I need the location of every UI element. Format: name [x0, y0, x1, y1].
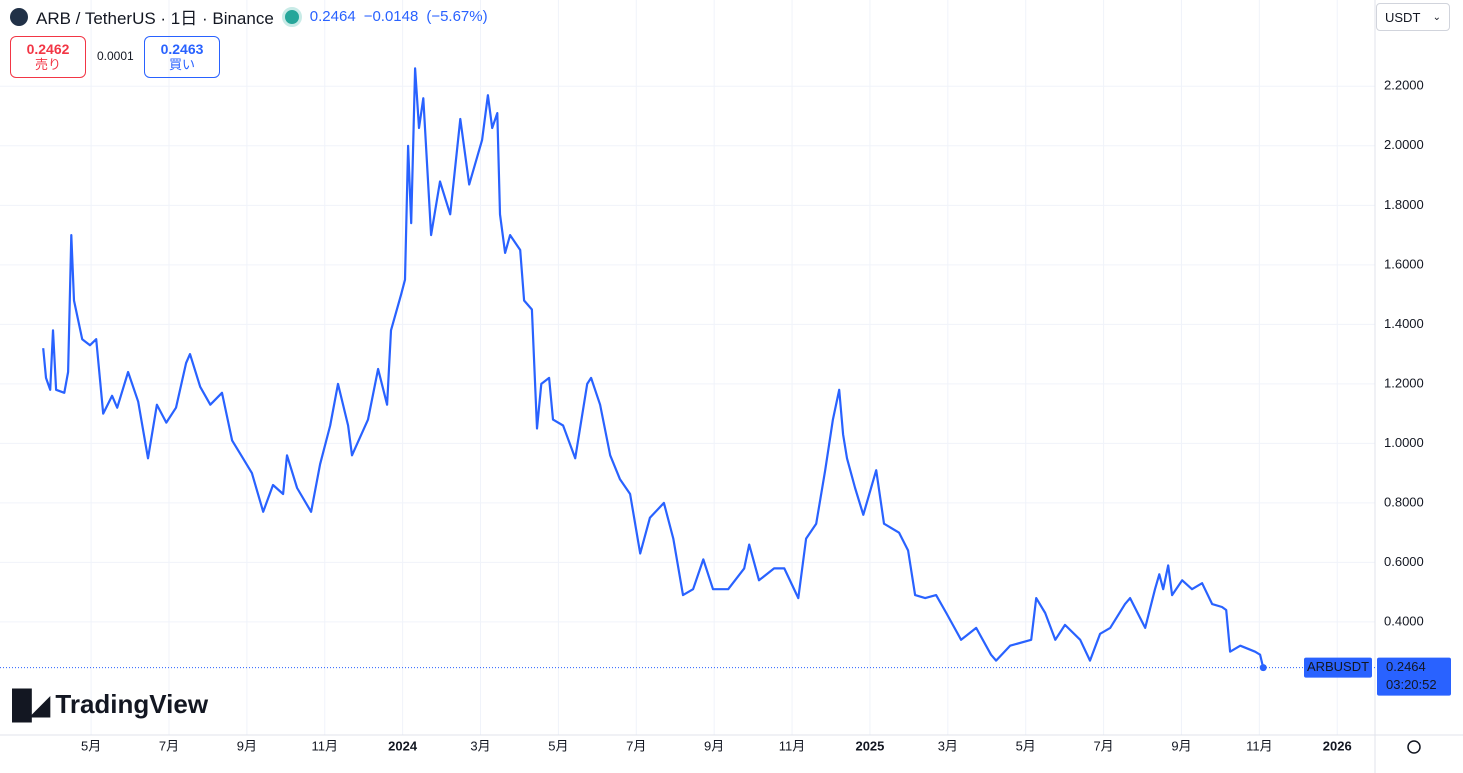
brand-name: TradingView [55, 689, 209, 719]
symbol-header: ARB / TetherUS · 1日 · Binance 0.2464 −0.… [10, 4, 488, 29]
brand-logo[interactable]: █◢ TradingView [12, 688, 208, 721]
y-tick-label: 1.4000 [1384, 316, 1424, 331]
y-tick-label: 1.0000 [1384, 435, 1424, 450]
x-tick-label: 3月 [470, 738, 490, 753]
y-tick-label: 0.6000 [1384, 554, 1424, 569]
currency-select[interactable]: USDT ⌄ [1376, 3, 1450, 31]
x-tick-label: 7月 [626, 738, 646, 753]
settings-icon[interactable] [1407, 740, 1421, 754]
x-tick-label: 9月 [704, 738, 724, 753]
dropdown-arrow: ⌄ [1432, 11, 1441, 23]
buy-label: 買い [168, 57, 195, 72]
currency: USDT [1385, 9, 1421, 25]
price-change: −0.0148 [363, 8, 419, 25]
x-tick-label: 7月 [1093, 738, 1113, 753]
last-point [1259, 664, 1267, 672]
symbol-tag [1304, 657, 1372, 678]
x-tick-label: 11月 [312, 738, 339, 753]
price-tag-label: 0.2464 [1386, 659, 1426, 674]
buy-price: 0.2463 [160, 41, 204, 57]
price-tag [1377, 657, 1451, 696]
symbol-logo [10, 7, 28, 26]
x-tick-label: 9月 [237, 738, 257, 753]
y-tick-label: 2.2000 [1384, 78, 1424, 93]
y-tick-label: 0.4000 [1384, 613, 1424, 628]
y-tick-label: 1.8000 [1384, 197, 1424, 212]
x-tick-label: 11月 [779, 738, 806, 753]
x-tick-label: 5月 [1016, 738, 1036, 753]
y-tick-label: 1.6000 [1384, 256, 1424, 271]
brand-mark: █◢ [12, 689, 50, 720]
y-tick-label: 1.2000 [1384, 375, 1424, 390]
sell-label: 売り [34, 57, 61, 72]
symbol-title[interactable]: ARB / TetherUS · 1日 · Binance [36, 9, 274, 28]
sell-price: 0.2462 [26, 41, 70, 57]
x-tick-label: 7月 [159, 738, 179, 753]
x-tick-label: 11月 [1246, 738, 1273, 753]
spread: 0.0001 [97, 49, 134, 63]
x-tick-label: 5月 [81, 738, 101, 753]
countdown-label: 03:20:52 [1386, 677, 1437, 692]
x-tick-label: 3月 [938, 738, 958, 753]
x-tick-label: 2024 [388, 738, 418, 753]
sell-button[interactable]: 0.2462 売り [10, 36, 86, 78]
price-change-pct: (−5.67%) [426, 8, 488, 25]
y-tick-label: 0.8000 [1384, 494, 1424, 509]
y-tick-label: 2.0000 [1384, 137, 1424, 152]
market-status[interactable] [281, 6, 302, 27]
x-tick-label: 5月 [548, 738, 568, 753]
x-tick-label: 2025 [855, 738, 884, 753]
x-tick-label: 2026 [1323, 738, 1352, 753]
last-price: 0.2464 [309, 8, 356, 25]
price-line [42, 67, 1265, 668]
symbol-tag-label: ARBUSDT [1307, 659, 1369, 674]
x-tick-label: 9月 [1171, 738, 1191, 753]
buy-button[interactable]: 0.2463 買い [144, 36, 220, 78]
